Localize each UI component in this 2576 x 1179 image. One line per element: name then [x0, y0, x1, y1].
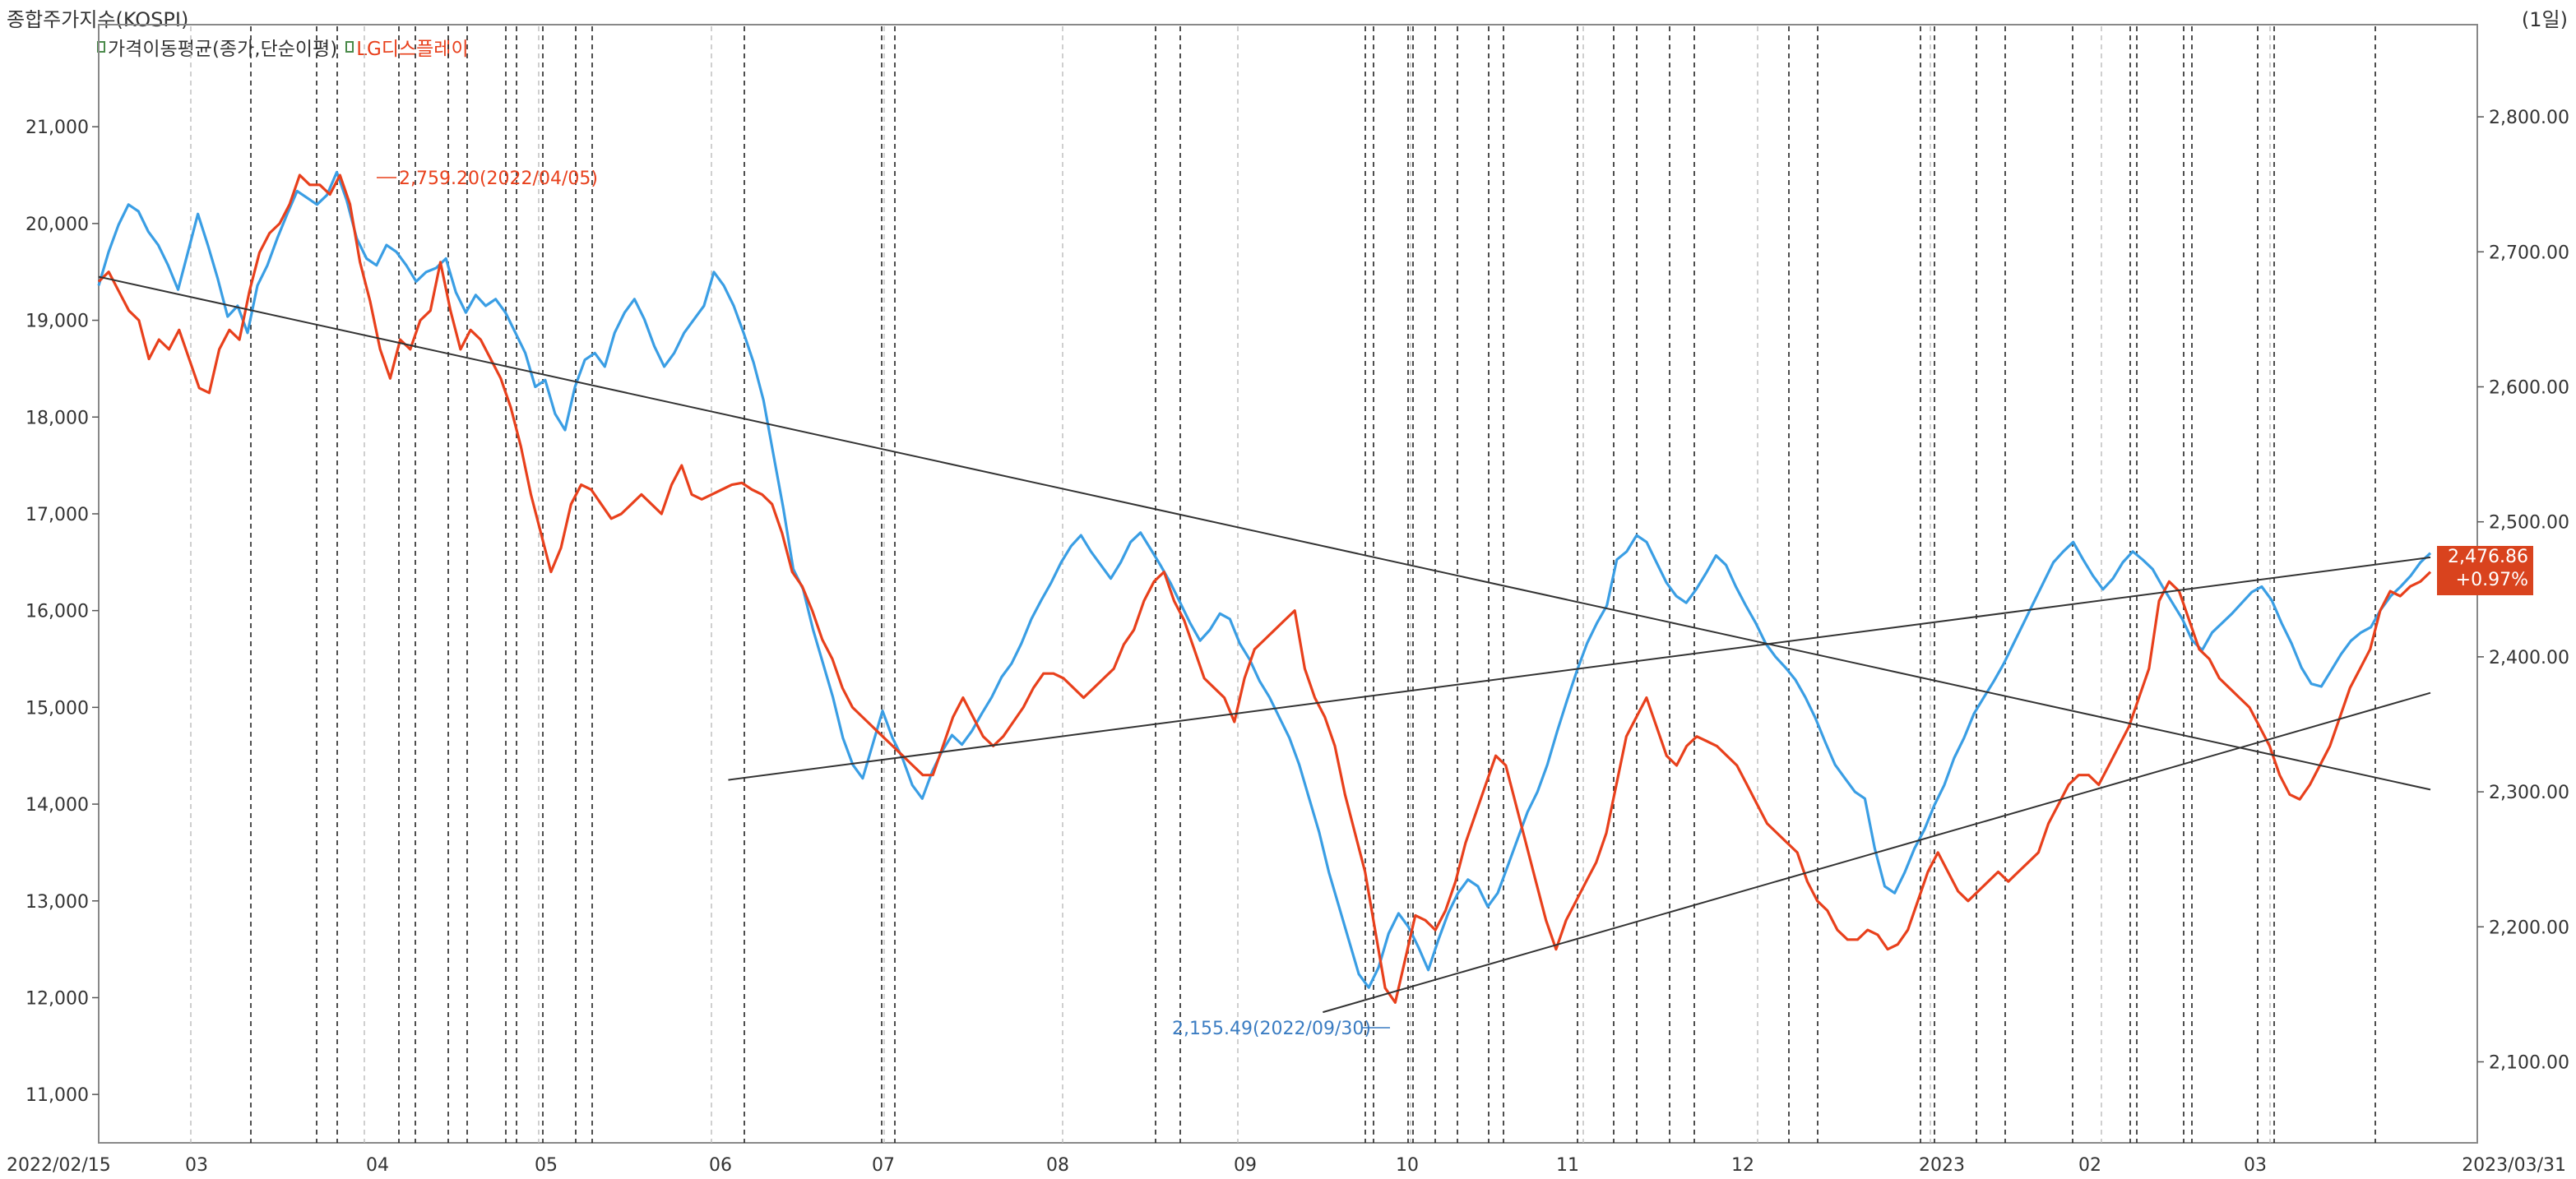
last-change: +0.97%: [2455, 570, 2528, 590]
chart-title: 종합주가지수(KOSPI): [7, 8, 189, 31]
checkbox-icon[interactable]: [345, 41, 354, 53]
y-tick-label-right: 2,600.00: [2489, 377, 2569, 398]
x-tick-label: 02: [2078, 1155, 2101, 1176]
y-tick-label-left: 13,000: [25, 892, 89, 913]
y-tick-label-left: 16,000: [25, 602, 89, 622]
y-tick-label-right: 2,700.00: [2489, 243, 2569, 263]
last-value-tag: 2,476.86 +0.97%: [2437, 546, 2533, 595]
x-tick-label: 04: [366, 1155, 389, 1176]
kospi-line: [97, 170, 2432, 989]
high-annotation: 2,759.20(2022/04/05): [399, 169, 598, 189]
y-tick-label-right: 2,800.00: [2489, 108, 2569, 128]
y-tick-label-left: 17,000: [25, 505, 89, 525]
y-tick-label-left: 18,000: [25, 408, 89, 428]
y-tick-label-left: 15,000: [25, 698, 89, 719]
last-value: 2,476.86: [2448, 547, 2528, 567]
x-tick-label: 08: [1046, 1155, 1069, 1176]
legend-item-ma[interactable]: 가격이동평균(종가,단순이평): [97, 33, 337, 61]
plot-frame: [98, 24, 2478, 1144]
lgd-line: [97, 173, 2432, 1004]
x-tick-label: 11: [1556, 1155, 1579, 1176]
y-tick-label-left: 11,000: [25, 1085, 89, 1106]
y-tick-label-right: 2,300.00: [2489, 783, 2569, 803]
legend-item-lgd[interactable]: LG디스플레이: [345, 33, 469, 61]
trend-line: [728, 556, 2431, 781]
x-tick-label: 06: [709, 1155, 732, 1176]
x-tick-label: 09: [1234, 1155, 1257, 1176]
x-tick-label: 10: [1396, 1155, 1419, 1176]
period-label[interactable]: (1일): [2521, 8, 2568, 31]
legend-label-lgd: LG디스플레이: [356, 39, 469, 60]
y-tick-label-left: 12,000: [25, 988, 89, 1009]
x-tick-label: 05: [535, 1155, 558, 1176]
legend: 가격이동평균(종가,단순이평) LG디스플레이: [97, 33, 469, 61]
trend-line: [98, 275, 2431, 791]
y-tick-label-right: 2,100.00: [2489, 1052, 2569, 1073]
y-tick-label-left: 19,000: [25, 312, 89, 332]
x-tick-label: 2022/02/15: [7, 1155, 111, 1176]
x-tick-label: 07: [872, 1155, 895, 1176]
x-tick-label: 03: [185, 1155, 208, 1176]
y-tick-label-left: 14,000: [25, 795, 89, 816]
x-tick-label: 03: [2244, 1155, 2267, 1176]
y-tick-label-right: 2,500.00: [2489, 513, 2569, 534]
trend-line: [1323, 691, 2431, 1014]
x-tick-label: 2023: [1919, 1155, 1965, 1176]
y-tick-label-left: 20,000: [25, 215, 89, 235]
legend-label-ma: 가격이동평균(종가,단순이평): [108, 39, 338, 60]
y-tick-label-right: 2,400.00: [2489, 648, 2569, 668]
y-tick-label-right: 2,200.00: [2489, 918, 2569, 938]
x-tick-label: 2023/03/31: [2462, 1155, 2566, 1176]
low-annotation: 2,155.49(2022/09/30): [1172, 1019, 1371, 1039]
y-tick-label-left: 21,000: [25, 118, 89, 138]
x-tick-label: 12: [1731, 1155, 1754, 1176]
